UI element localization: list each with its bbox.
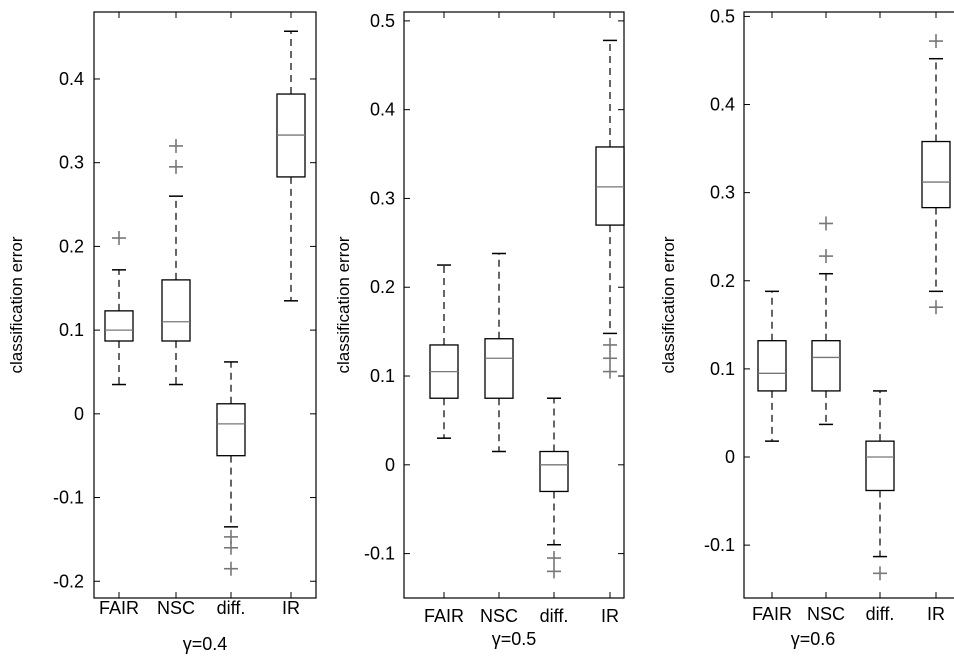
y-tick-label: 0.4 bbox=[710, 95, 735, 115]
x-tick-label: IR bbox=[927, 604, 945, 624]
x-tick-label: NSC bbox=[480, 606, 518, 626]
outlier-marker bbox=[169, 159, 183, 174]
y-tick-label: 0.2 bbox=[370, 277, 395, 297]
outlier-marker bbox=[929, 34, 943, 49]
outlier-marker bbox=[603, 364, 617, 379]
y-tick-label: 0.4 bbox=[370, 100, 395, 120]
x-tick-label: FAIR bbox=[424, 606, 464, 626]
y-tick-label: 0.3 bbox=[370, 188, 395, 208]
x-axis-label: γ=0.4 bbox=[183, 634, 228, 654]
chart-panel-1: -0.2 -0.1 0 0.1 0.2 0.3 0.4 classification erro… bbox=[7, 11, 317, 654]
box-iqr bbox=[216, 403, 246, 457]
y-tick-label: -0.1 bbox=[364, 544, 395, 564]
box-NSC: NSC bbox=[157, 12, 195, 618]
box-IR: IR bbox=[595, 12, 625, 626]
x-axis-label: γ=0.6 bbox=[791, 629, 836, 649]
x-tick-label: NSC bbox=[157, 598, 195, 618]
outlier-marker bbox=[112, 231, 126, 246]
outlier-marker bbox=[547, 564, 561, 579]
x-tick-label: FAIR bbox=[752, 604, 792, 624]
x-axis-label: γ=0.5 bbox=[492, 629, 537, 649]
outlier-marker bbox=[169, 138, 183, 153]
y-tick-label: 0.3 bbox=[710, 183, 735, 203]
y-tick-label: 0.1 bbox=[370, 366, 395, 386]
y-tick-label: -0.1 bbox=[53, 488, 84, 508]
outlier-marker bbox=[224, 540, 238, 555]
box-IR: IR bbox=[921, 12, 951, 624]
box-diff: diff. bbox=[539, 12, 569, 626]
box-iqr bbox=[161, 279, 191, 342]
chart-panel-2: -0.1 0 0.1 0.2 0.3 0.4 0.5 classification error… bbox=[334, 11, 625, 649]
outlier-marker bbox=[929, 300, 943, 315]
box-FAIR: FAIR bbox=[424, 12, 464, 626]
x-tick-label: IR bbox=[282, 598, 300, 618]
plot-frame bbox=[93, 11, 317, 599]
box-iqr bbox=[539, 450, 569, 493]
y-tick-label: 0.2 bbox=[59, 236, 84, 256]
box-IR: IR bbox=[276, 12, 306, 618]
y-tick-label: 0.3 bbox=[59, 153, 84, 173]
y-tick-label: 0.5 bbox=[710, 6, 735, 26]
plot-frame bbox=[743, 11, 954, 599]
box-NSC: NSC bbox=[480, 12, 518, 626]
box-diff: diff. bbox=[865, 12, 895, 624]
y-tick-label: -0.1 bbox=[704, 535, 735, 555]
box-iqr bbox=[757, 340, 787, 392]
x-tick-label: FAIR bbox=[99, 598, 139, 618]
box-FAIR: FAIR bbox=[99, 12, 139, 618]
x-tick-label: IR bbox=[601, 606, 619, 626]
outlier-marker bbox=[819, 216, 833, 231]
box-iqr bbox=[865, 440, 895, 492]
chart-panel-3: -0.1 0 0.1 0.2 0.3 0.4 0.5 classification error… bbox=[659, 6, 954, 649]
plot-frame bbox=[403, 11, 625, 599]
box-iqr bbox=[921, 140, 951, 209]
x-tick-label: diff. bbox=[540, 606, 569, 626]
x-tick-label: NSC bbox=[807, 604, 845, 624]
box-iqr bbox=[104, 310, 134, 342]
box-iqr bbox=[811, 340, 841, 392]
box-diff: diff. bbox=[216, 12, 246, 618]
y-axis-label: classification error bbox=[7, 236, 26, 373]
y-axis-label: classification error bbox=[334, 236, 353, 373]
outlier-marker bbox=[603, 337, 617, 352]
x-tick-label: diff. bbox=[217, 598, 246, 618]
x-tick-label: diff. bbox=[866, 604, 895, 624]
y-axis-label: classification error bbox=[659, 236, 678, 373]
box-iqr bbox=[484, 338, 514, 399]
y-tick-label: 0 bbox=[74, 404, 84, 424]
outlier-marker bbox=[547, 551, 561, 566]
box-NSC: NSC bbox=[807, 12, 845, 624]
box-FAIR: FAIR bbox=[752, 12, 792, 624]
outlier-marker bbox=[819, 249, 833, 264]
box-iqr bbox=[595, 146, 625, 226]
outlier-marker bbox=[873, 566, 887, 581]
y-tick-label: 0.5 bbox=[370, 11, 395, 31]
y-tick-label: 0 bbox=[385, 455, 395, 475]
y-tick-label: 0.2 bbox=[710, 271, 735, 291]
y-tick-label: -0.2 bbox=[53, 571, 84, 591]
outlier-marker bbox=[603, 351, 617, 366]
outlier-marker bbox=[224, 561, 238, 576]
y-tick-label: 0.1 bbox=[710, 359, 735, 379]
y-tick-label: 0.1 bbox=[59, 320, 84, 340]
y-tick-label: 0.4 bbox=[59, 69, 84, 89]
y-tick-label: 0 bbox=[725, 447, 735, 467]
